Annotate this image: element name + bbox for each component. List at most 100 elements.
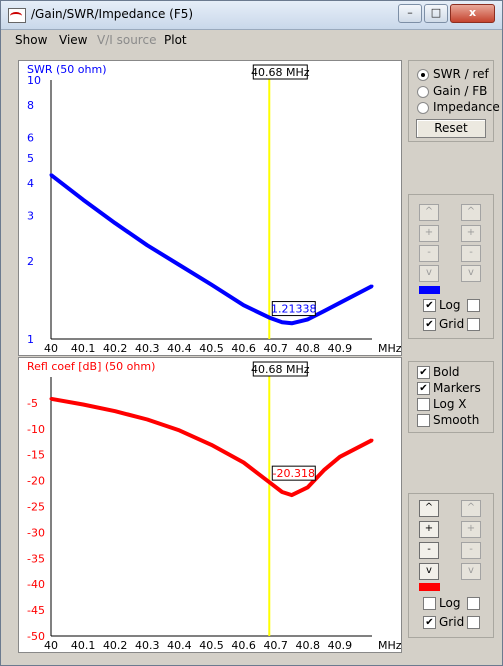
- refl-x-tick-label: 40.9: [328, 639, 353, 652]
- swr-axis-panel: ^ + - v ^ + - v ✔ Log ✔ Grid: [408, 194, 494, 339]
- refl-y-tick-label: -25: [27, 501, 45, 514]
- refl-x-tick-label: 40.4: [167, 639, 192, 652]
- refl-right-plus-button[interactable]: +: [461, 521, 481, 538]
- minimize-button[interactable]: –: [398, 4, 422, 23]
- menu-show[interactable]: Show: [15, 33, 48, 47]
- swr-data-point: [49, 173, 53, 177]
- refl-data-point: [113, 409, 117, 413]
- refl-color-swatch[interactable]: [419, 583, 440, 591]
- swr-chart-title: SWR (50 ohm): [27, 63, 107, 76]
- swr-marker-label-box: [252, 64, 308, 80]
- swr-right-down-button[interactable]: v: [461, 265, 481, 282]
- logx-label: Log X: [433, 397, 467, 411]
- swr-right-minus-button[interactable]: -: [461, 245, 481, 262]
- swr-data-point: [280, 320, 284, 324]
- refl-left-plus-button[interactable]: +: [419, 521, 439, 538]
- mode-swr-label: SWR / ref: [433, 67, 489, 81]
- refl-y-tick-label: -10: [27, 423, 45, 436]
- swr-right-plus-button[interactable]: +: [461, 225, 481, 242]
- refl-data-point: [267, 480, 271, 484]
- swr-marker-label: 40.68 MHz: [251, 66, 310, 79]
- mode-impedance-label: Impedance: [433, 100, 500, 114]
- swr-color-swatch[interactable]: [419, 286, 440, 294]
- swr-x-tick-label: 40.8: [296, 342, 321, 355]
- mode-panel: SWR / ref Gain / FB Impedance Reset: [408, 60, 500, 142]
- app-icon: [8, 8, 26, 23]
- refl-left-up-button[interactable]: ^: [419, 500, 439, 517]
- refl-data-point: [338, 455, 342, 459]
- swr-y-tick-label: 3: [27, 209, 34, 222]
- refl-data-point: [145, 417, 149, 421]
- swr-x-tick-label: 40.6: [231, 342, 256, 355]
- swr-series-line: [49, 173, 373, 326]
- markers-checkbox[interactable]: ✔: [417, 382, 430, 395]
- swr-data-point: [177, 263, 181, 267]
- swr-value-label-box: [271, 301, 316, 317]
- swr-left-minus-button[interactable]: -: [419, 245, 439, 262]
- refl-data-point: [210, 443, 213, 447]
- refl-log-checkbox[interactable]: [423, 597, 436, 610]
- swr-right-up-button[interactable]: ^: [461, 204, 481, 221]
- swr-plot[interactable]: 40 40.1 40.2 40.3 40.4 40.5 40.6 40.7 40.8 40.9 MH…: [18, 60, 402, 356]
- swr-log-right-checkbox[interactable]: [467, 299, 480, 312]
- refl-chart: 40 40.1 40.2 40.3 40.4 40.5 40.6 40.7 40.8 40.9 MH…: [27, 360, 402, 652]
- refl-x-unit-label: MHz: [378, 639, 401, 652]
- swr-left-plus-button[interactable]: +: [419, 225, 439, 242]
- swr-log-checkbox[interactable]: ✔: [423, 299, 436, 312]
- swr-left-down-button[interactable]: v: [419, 265, 439, 282]
- refl-data-point: [322, 468, 326, 472]
- refl-y-tick-label: -20: [27, 475, 45, 488]
- swr-x-tick-label: 40: [44, 342, 58, 355]
- swr-x-tick-label: 40.3: [135, 342, 160, 355]
- swr-x-tick-label: 40.1: [71, 342, 96, 355]
- refl-right-minus-button[interactable]: -: [461, 542, 481, 559]
- reset-button[interactable]: Reset: [416, 119, 486, 138]
- refl-grid-right-checkbox[interactable]: [467, 616, 480, 629]
- smooth-checkbox[interactable]: [417, 414, 430, 427]
- bold-checkbox[interactable]: ✔: [417, 366, 430, 379]
- swr-data-point: [113, 221, 117, 225]
- swr-data-point: [242, 303, 246, 307]
- refl-log-label: Log: [439, 596, 461, 610]
- menu-vi-source[interactable]: V/I source: [97, 33, 157, 47]
- swr-grid-checkbox[interactable]: ✔: [423, 318, 436, 331]
- menu-plot[interactable]: Plot: [164, 33, 187, 47]
- swr-x-tick-label: 40.2: [103, 342, 128, 355]
- refl-right-down-button[interactable]: v: [461, 563, 481, 580]
- radio-gain[interactable]: [417, 86, 429, 98]
- swr-x-unit-label: MHz: [378, 342, 401, 355]
- refl-right-up-button[interactable]: ^: [461, 500, 481, 517]
- refl-y-tick-label: -40: [27, 578, 45, 591]
- refl-marker-label: 40.68 MHz: [251, 363, 310, 376]
- refl-data-point: [49, 397, 53, 401]
- smooth-label: Smooth: [433, 413, 480, 427]
- refl-grid-label: Grid: [439, 615, 465, 629]
- refl-plot[interactable]: 40 40.1 40.2 40.3 40.4 40.5 40.6 40.7 40.8 40.9 MH…: [18, 357, 402, 653]
- refl-data-point: [306, 485, 310, 489]
- refl-left-minus-button[interactable]: -: [419, 542, 439, 559]
- refl-log-right-checkbox[interactable]: [467, 597, 480, 610]
- refl-x-tick-label: 40.5: [199, 639, 224, 652]
- radio-swr[interactable]: [417, 69, 429, 81]
- menu-bar: Show View V/I source Plot: [1, 30, 502, 51]
- refl-data-point: [177, 428, 181, 432]
- refl-value-label-box: [271, 465, 316, 481]
- close-button[interactable]: x: [450, 4, 495, 23]
- logx-checkbox[interactable]: [417, 398, 430, 411]
- swr-y-tick-label: 4: [27, 177, 34, 190]
- swr-left-up-button[interactable]: ^: [419, 204, 439, 221]
- radio-impedance[interactable]: [417, 102, 429, 114]
- swr-data-point: [267, 316, 271, 320]
- swr-y-tick-label: 10: [27, 74, 41, 87]
- refl-grid-checkbox[interactable]: ✔: [423, 616, 436, 629]
- refl-x-tick-label: 40.6: [231, 639, 256, 652]
- swr-grid-right-checkbox[interactable]: [467, 318, 480, 331]
- menu-view[interactable]: View: [59, 33, 88, 47]
- refl-y-tick-label: -45: [27, 604, 45, 617]
- title-bar[interactable]: /Gain/SWR/Impedance (F5) – □ x: [1, 1, 502, 30]
- refl-y-tick-label: -5: [27, 397, 38, 410]
- refl-data-point: [290, 493, 294, 497]
- maximize-button[interactable]: □: [424, 4, 448, 23]
- refl-left-down-button[interactable]: v: [419, 563, 439, 580]
